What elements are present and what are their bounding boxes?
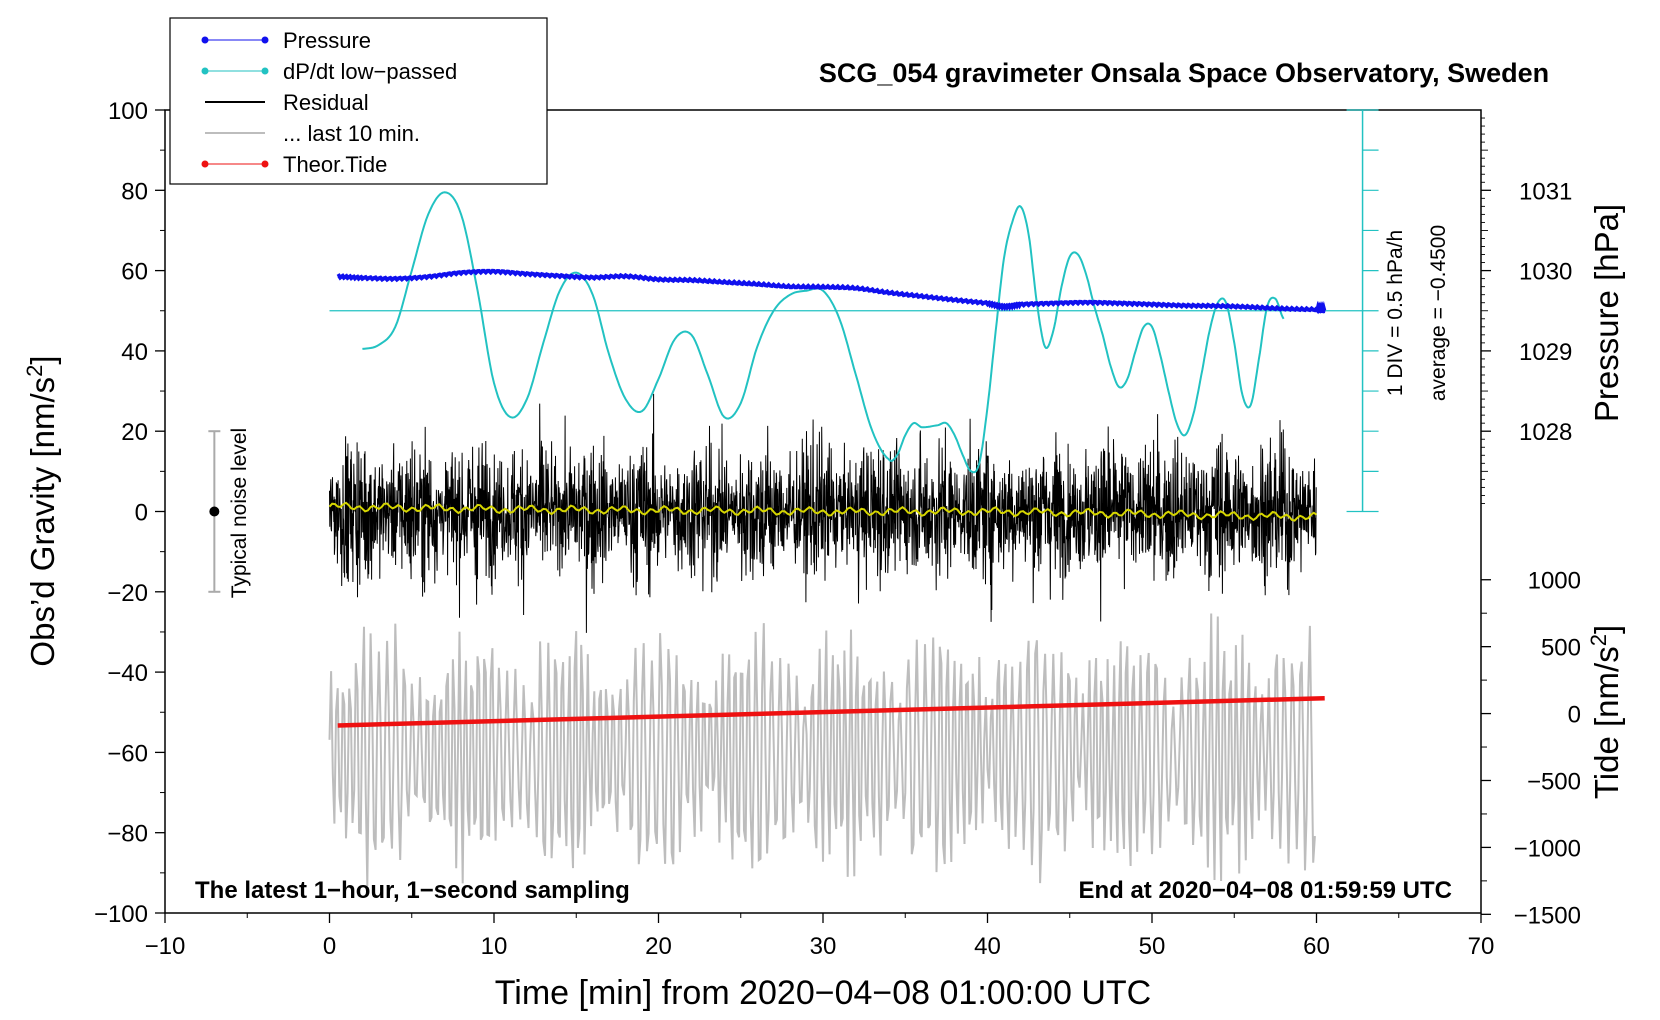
x-tick-label: 0 [323, 933, 336, 960]
noise-bar-center [209, 506, 220, 517]
residual-series [329, 393, 1317, 633]
dpdt-scale-axis [1346, 109, 1379, 513]
tide-tick-label: −1500 [1514, 902, 1581, 929]
legend-marker [201, 36, 209, 44]
pressure-tick-label: 1029 [1519, 339, 1572, 366]
pressure-tick-label: 1030 [1519, 259, 1572, 286]
pressure-tick-label: 1031 [1519, 178, 1572, 205]
y-axis-ticks: −100 −80 −60 −40 −20 0 20 40 60 80 100 [94, 98, 165, 928]
dpdt-average-label: average = −0.4500 [1427, 225, 1450, 401]
y-tick-label: −40 [107, 660, 148, 687]
theor-tide-series [337, 695, 1325, 728]
pressure-axis-label: Pressure [hPa] [1588, 204, 1625, 422]
legend-marker [261, 36, 269, 44]
y-tick-label: −100 [94, 901, 148, 928]
tide-axis-ticks: −1500 −1000 −500 0 500 1000 [1481, 568, 1581, 929]
y-tick-label: 20 [121, 419, 148, 446]
tide-tick-label: −500 [1527, 768, 1581, 795]
sampling-note: The latest 1−hour, 1−second sampling [195, 877, 630, 904]
tide-tick-label: 1000 [1528, 568, 1581, 595]
dpdt-series [362, 191, 1285, 474]
x-tick-label: 30 [810, 933, 837, 960]
y-tick-label: −80 [107, 821, 148, 848]
end-time-note: End at 2020−04−08 01:59:59 UTC [1078, 877, 1452, 904]
legend-label: Residual [283, 90, 369, 115]
noise-level-bar [208, 430, 221, 593]
y-tick-label: 0 [135, 500, 148, 527]
pressure-tick-label: 1028 [1519, 419, 1572, 446]
legend: Pressure dP/dt low−passed Residual ... last… [201, 28, 457, 177]
x-tick-label: 50 [1139, 933, 1166, 960]
y-tick-label: −20 [107, 580, 148, 607]
x-tick-label: −10 [145, 933, 186, 960]
x-tick-label: 40 [974, 933, 1001, 960]
x-axis-label: Time [min] from 2020−04−08 01:00:00 UTC [495, 974, 1151, 1012]
legend-label: Pressure [283, 28, 371, 53]
chart-title: SCG_054 gravimeter Onsala Space Observat… [819, 58, 1549, 88]
pressure-axis-ticks: 1028 1029 1030 1031 [1481, 117, 1572, 504]
legend-marker [201, 160, 209, 168]
residual-smoothed-series [328, 501, 1318, 522]
tide-axis-label: Tide [nm/s2] [1586, 625, 1625, 799]
x-tick-label: 60 [1303, 933, 1330, 960]
noise-level-label: Typical noise level [228, 428, 251, 598]
y-tick-label: −60 [107, 740, 148, 767]
legend-marker [261, 67, 269, 75]
y-tick-label: 40 [121, 339, 148, 366]
legend-label: dP/dt low−passed [283, 59, 457, 84]
tide-tick-label: 500 [1541, 635, 1581, 662]
y-tick-label: 60 [121, 259, 148, 286]
x-axis-ticks: −10 0 10 20 30 40 50 60 70 [145, 913, 1495, 960]
x-tick-label: 70 [1468, 933, 1495, 960]
tide-tick-label: 0 [1568, 702, 1581, 729]
x-tick-label: 20 [645, 933, 672, 960]
last-10-min-series [328, 613, 1316, 887]
legend-label: ... last 10 min. [283, 121, 420, 146]
tide-tick-label: −1000 [1514, 835, 1581, 862]
legend-label: Theor.Tide [283, 152, 387, 177]
x-tick-label: 10 [481, 933, 508, 960]
y-tick-label: 80 [121, 178, 148, 205]
pressure-series [336, 268, 1327, 315]
legend-marker [261, 160, 269, 168]
legend-marker [201, 67, 209, 75]
y-axis-label: Obs’d Gravity [nm/s2] [22, 355, 61, 666]
dpdt-div-label: 1 DIV = 0.5 hPa/h [1384, 230, 1407, 396]
y-tick-label: 100 [108, 98, 148, 125]
